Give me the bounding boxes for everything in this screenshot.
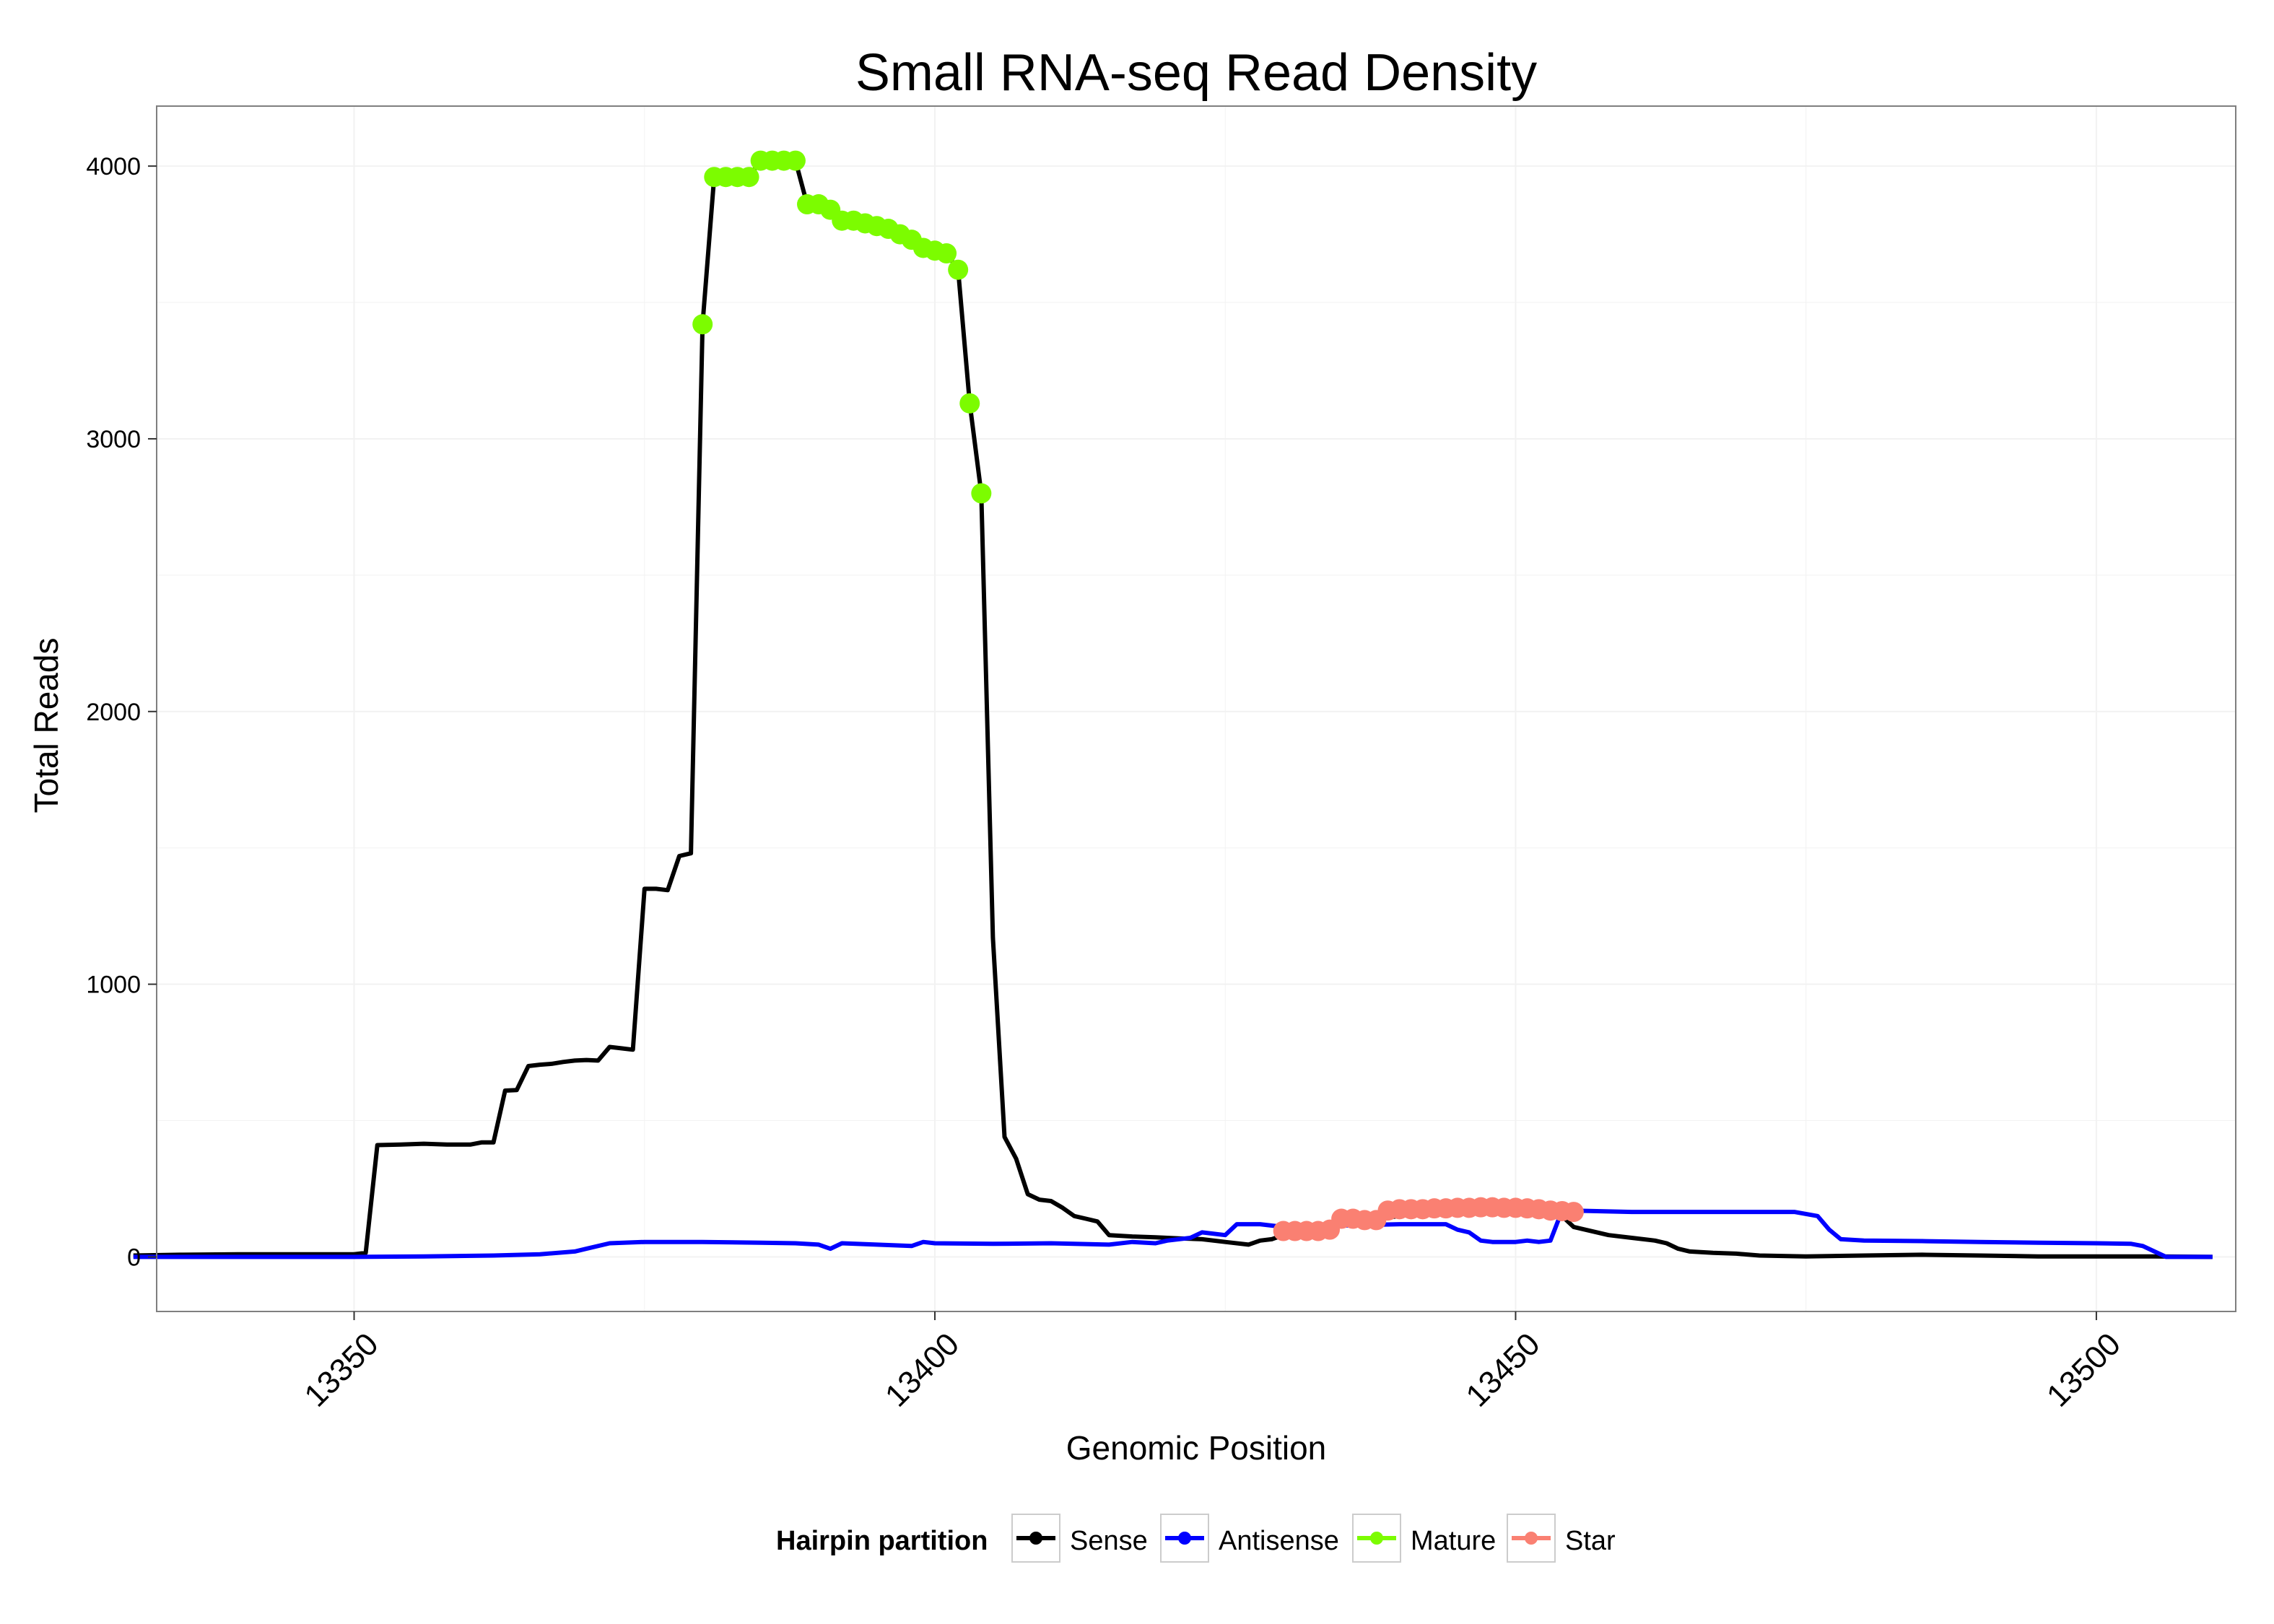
- y-tick-label: 2000: [86, 699, 141, 726]
- x-tick-label: 13450: [1459, 1326, 1546, 1413]
- legend: Hairpin partition Sense Antisense Mature St…: [776, 1514, 1616, 1563]
- point-star: [1563, 1202, 1584, 1223]
- grid-lines: [157, 106, 2236, 1311]
- point-mature: [948, 259, 969, 280]
- point-mature: [971, 483, 992, 504]
- plot-panel: [157, 106, 2236, 1311]
- x-axis-title: Genomic Position: [1066, 1429, 1327, 1467]
- point-mature: [739, 167, 759, 188]
- legend-title: Hairpin partition: [776, 1526, 988, 1556]
- x-tick-label: 13350: [297, 1326, 385, 1413]
- point-mature: [959, 393, 980, 414]
- point-mature: [936, 243, 957, 264]
- legend-label-sense: Sense: [1070, 1526, 1148, 1556]
- x-tick-label: 13400: [879, 1326, 966, 1413]
- panel-border: [156, 105, 2236, 1312]
- y-tick-label: 0: [127, 1244, 141, 1271]
- y-axis-title: Total Reads: [27, 638, 65, 813]
- y-tick-label: 1000: [86, 972, 141, 999]
- point-mature: [692, 314, 713, 335]
- legend-key-dot: [1525, 1532, 1538, 1545]
- point-mature: [785, 150, 806, 171]
- legend-label-star: Star: [1565, 1526, 1616, 1556]
- legend-label-antisense: Antisense: [1219, 1526, 1339, 1556]
- legend-label-mature: Mature: [1411, 1526, 1496, 1556]
- x-tick-label: 13500: [2040, 1326, 2127, 1413]
- legend-key-dot: [1370, 1532, 1383, 1545]
- series-layer: [133, 150, 2213, 1260]
- legend-key-dot: [1178, 1532, 1191, 1545]
- chart-title: Small RNA-seq Read Density: [855, 44, 1537, 102]
- x-axis: 13350 13400 13450 13500: [297, 1311, 2127, 1414]
- legend-key-dot: [1029, 1532, 1042, 1545]
- y-tick-label: 4000: [86, 153, 141, 180]
- y-axis: 0 1000 2000 3000 4000: [86, 153, 157, 1271]
- y-tick-label: 3000: [86, 426, 141, 453]
